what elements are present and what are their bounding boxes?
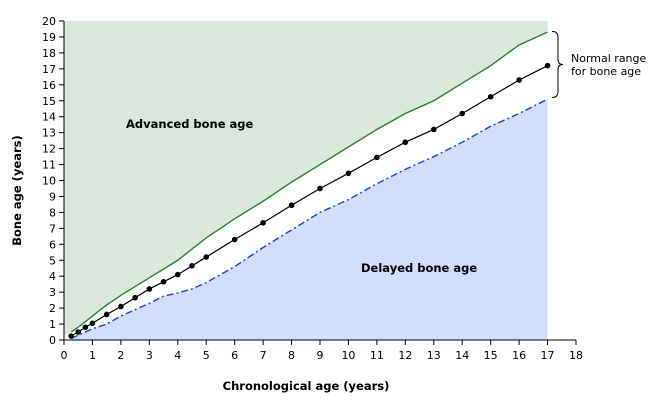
mean-point (118, 303, 124, 310)
y-tick-label: 17 (42, 63, 56, 76)
y-tick-label: 20 (42, 15, 56, 28)
y-tick-label: 14 (42, 111, 56, 124)
x-tick-label: 7 (260, 349, 267, 362)
x-tick-label: 14 (455, 349, 469, 362)
x-tick-label: 13 (427, 349, 441, 362)
mean-point (317, 185, 323, 192)
delayed-region-label: Delayed bone age (361, 261, 477, 275)
y-tick-label: 15 (42, 95, 56, 108)
x-tick-label: 15 (484, 349, 498, 362)
mean-point (402, 139, 409, 146)
mean-point (374, 154, 380, 161)
normal-range-label-line2: for bone age (571, 65, 641, 78)
mean-point (160, 278, 167, 285)
y-tick-label: 3 (49, 286, 56, 299)
mean-point (189, 263, 195, 269)
x-tick-label: 9 (317, 349, 324, 362)
normal-range-label-line1: Normal range (571, 52, 647, 65)
mean-point (459, 110, 466, 117)
mean-point (345, 170, 352, 177)
y-tick-label: 13 (42, 127, 56, 140)
mean-point (516, 77, 522, 83)
mean-point (174, 271, 181, 278)
mean-markers (68, 62, 551, 339)
mean-point (288, 202, 295, 209)
normal-range-brace (551, 30, 564, 99)
mean-point (430, 126, 437, 133)
mean-point (487, 93, 494, 100)
x-tick-label: 12 (398, 349, 412, 362)
mean-point (103, 311, 110, 318)
x-tick-label: 11 (370, 349, 384, 362)
mean-point (75, 329, 82, 335)
mean-point (231, 236, 238, 243)
y-tick-label: 16 (42, 79, 56, 92)
y-tick-label: 10 (42, 175, 56, 188)
y-axis-title: Bone age (years) (10, 135, 24, 246)
y-tick-label: 5 (49, 254, 56, 267)
x-tick-label: 3 (146, 349, 153, 362)
x-tick-label: 18 (569, 349, 583, 362)
mean-point (544, 62, 551, 69)
lower-limit-line (70, 98, 548, 340)
x-axis-title: Chronological age (years) (223, 379, 390, 393)
x-tick-label: 8 (288, 349, 295, 362)
mean-point (89, 320, 96, 327)
y-tick-label: 11 (42, 159, 56, 172)
advanced-region-label: Advanced bone age (126, 117, 254, 131)
mean-point (260, 219, 266, 226)
x-tick-label: 4 (174, 349, 181, 362)
region-fills (64, 21, 548, 340)
y-tick-label: 18 (42, 47, 56, 60)
mean-point (203, 254, 210, 260)
y-tick-label: 1 (49, 318, 56, 331)
y-tick-label: 8 (49, 206, 56, 219)
x-tick-label: 5 (203, 349, 210, 362)
mean-point (146, 286, 153, 292)
mean-point (82, 324, 89, 331)
x-tick-label: 0 (61, 349, 68, 362)
y-tick-label: 19 (42, 31, 56, 44)
mean-point (132, 294, 138, 301)
advanced-region-fill (64, 21, 548, 336)
x-tick-label: 1 (89, 349, 96, 362)
x-tick-label: 2 (117, 349, 124, 362)
y-tick-label: 2 (49, 302, 56, 315)
x-tick-label: 6 (231, 349, 238, 362)
x-tick-label: 17 (541, 349, 555, 362)
upper-limit-line (70, 31, 548, 333)
y-tick-label: 6 (49, 238, 56, 251)
y-tick-label: 0 (49, 334, 56, 347)
x-ticks: 0 1 2 3 4 5 6 7 8 9 10 11 12 13 14 15 16 17 18 (61, 340, 583, 362)
y-tick-label: 7 (49, 222, 56, 235)
y-tick-label: 12 (42, 143, 56, 156)
x-tick-label: 10 (341, 349, 355, 362)
x-tick-label: 16 (512, 349, 526, 362)
y-tick-label: 9 (49, 190, 56, 203)
y-tick-label: 4 (49, 270, 56, 283)
mean-point (68, 333, 74, 339)
